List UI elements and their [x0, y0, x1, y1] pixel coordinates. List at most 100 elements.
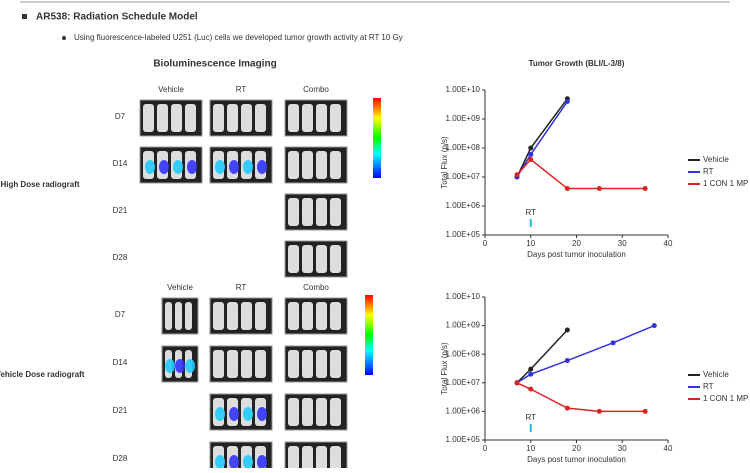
- x-tick-label: 40: [664, 444, 673, 453]
- color-bar: [365, 295, 373, 375]
- mouse: [288, 245, 299, 273]
- mouse: [185, 104, 196, 132]
- legend-label: Vehicle: [703, 155, 729, 164]
- mouse: [227, 302, 238, 330]
- mouse: [316, 446, 327, 468]
- imaging-title: Bioluminescence Imaging: [153, 59, 276, 70]
- y-tick-label: 1.00E+08: [446, 143, 481, 152]
- x-tick-label: 20: [572, 239, 581, 248]
- mouse: [330, 302, 341, 330]
- mouse: [171, 104, 182, 132]
- mouse: [288, 104, 299, 132]
- legend-label: RT: [703, 167, 714, 176]
- point: [515, 172, 520, 177]
- signal: [215, 407, 225, 421]
- series-line: [517, 326, 654, 383]
- point: [565, 358, 570, 363]
- point: [565, 186, 570, 191]
- mouse: [288, 398, 299, 426]
- signal: [187, 160, 197, 174]
- row-label: D7: [115, 112, 126, 121]
- x-tick-label: 0: [483, 444, 488, 453]
- column-label: RT: [236, 85, 247, 94]
- mouse: [316, 245, 327, 273]
- mouse: [302, 151, 313, 179]
- y-tick-label: 1.00E+10: [446, 85, 481, 94]
- mouse: [241, 302, 252, 330]
- column-label: Combo: [303, 283, 329, 292]
- group-label: High Dose radiograft: [0, 180, 79, 189]
- column-label: Vehicle: [158, 85, 184, 94]
- bullet: [22, 14, 27, 19]
- mouse: [330, 104, 341, 132]
- legend-label: 1 CON 1 MP: [703, 394, 748, 403]
- point: [565, 406, 570, 411]
- mouse: [227, 104, 238, 132]
- mouse: [316, 104, 327, 132]
- mouse: [213, 302, 224, 330]
- mouse: [330, 198, 341, 226]
- signal: [165, 359, 175, 373]
- x-tick-label: 40: [664, 239, 673, 248]
- color-bar: [373, 98, 381, 178]
- point: [528, 372, 533, 377]
- signal: [229, 160, 239, 174]
- x-tick-label: 10: [526, 444, 535, 453]
- mouse: [241, 350, 252, 378]
- mouse: [316, 198, 327, 226]
- point: [652, 323, 657, 328]
- point: [528, 387, 533, 392]
- y-tick-label: 1.00E+08: [446, 349, 481, 358]
- x-tick-label: 20: [572, 444, 581, 453]
- mouse: [316, 350, 327, 378]
- signal: [185, 359, 195, 373]
- point: [611, 340, 616, 345]
- x-tick-label: 30: [618, 444, 627, 453]
- mouse: [288, 302, 299, 330]
- mouse: [316, 302, 327, 330]
- mouse: [330, 350, 341, 378]
- x-tick-label: 10: [526, 239, 535, 248]
- row-label: D7: [115, 310, 126, 319]
- y-tick-label: 1.00E+06: [446, 407, 481, 416]
- series-line: [517, 330, 567, 383]
- point: [565, 328, 570, 333]
- signal: [145, 160, 155, 174]
- mouse: [255, 104, 266, 132]
- signal: [159, 160, 169, 174]
- mouse: [255, 350, 266, 378]
- signal: [175, 359, 185, 373]
- x-axis-label: Days post tumor inoculation: [527, 455, 626, 464]
- signal: [257, 160, 267, 174]
- signal: [215, 160, 225, 174]
- mouse: [288, 446, 299, 468]
- mouse: [288, 350, 299, 378]
- row-label: D14: [113, 358, 128, 367]
- heading: AR538: Radiation Schedule Model: [36, 12, 198, 23]
- row-label: D21: [113, 206, 128, 215]
- mouse: [302, 302, 313, 330]
- mouse: [316, 398, 327, 426]
- point: [528, 367, 533, 372]
- x-axis-label: Days post tumor inoculation: [527, 250, 626, 259]
- mouse: [302, 446, 313, 468]
- mouse: [302, 245, 313, 273]
- row-label: D28: [113, 454, 128, 463]
- series-line: [517, 160, 645, 189]
- annotation: RT: [525, 208, 536, 217]
- group-label: Vehicle Dose radiograft: [0, 370, 85, 379]
- point: [515, 380, 520, 385]
- sub-bullet: [62, 36, 66, 40]
- y-tick-label: 1.00E+06: [446, 201, 481, 210]
- row-label: D14: [113, 159, 128, 168]
- mouse: [157, 104, 168, 132]
- y-tick-label: 1.00E+07: [446, 172, 481, 181]
- y-axis-label: Total Flux (p/s): [440, 342, 449, 395]
- mouse: [227, 350, 238, 378]
- bullet-text: Using fluorescence-labeled U251 (Luc) ce…: [74, 33, 403, 42]
- mouse: [175, 302, 182, 330]
- y-tick-label: 1.00E+05: [446, 435, 481, 444]
- column-label: Vehicle: [167, 283, 193, 292]
- signal: [243, 407, 253, 421]
- point: [597, 409, 602, 414]
